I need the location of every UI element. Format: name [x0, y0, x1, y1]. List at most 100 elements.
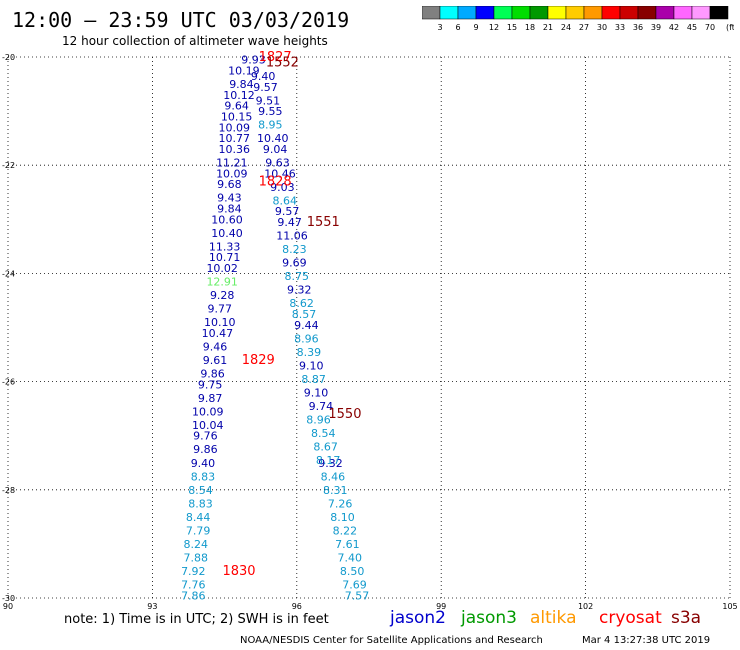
wave-height-point: 10.02 — [206, 262, 238, 275]
pass-time-label: 1552 — [266, 55, 299, 70]
wave-height-point: 8.46 — [321, 470, 346, 483]
wave-height-point: 9.84 — [229, 78, 254, 91]
wave-height-point: 8.54 — [311, 427, 336, 440]
legend-unit: (ft) — [726, 23, 734, 32]
legend-tick-label: 36 — [633, 23, 643, 32]
wave-height-point: 12.91 — [206, 276, 238, 289]
wave-height-point: 9.86 — [193, 443, 218, 456]
wave-height-point: 10.04 — [192, 419, 224, 432]
wave-height-point: 10.10 — [204, 316, 236, 329]
wave-height-point: 8.24 — [183, 538, 208, 551]
wave-height-point: 9.76 — [193, 430, 218, 443]
x-tick-label: 96 — [292, 602, 302, 610]
y-tick-label: -20 — [2, 53, 15, 62]
legend-tick-label: 70 — [705, 23, 715, 32]
wave-height-point: 9.69 — [282, 257, 307, 270]
wave-height-point: 10.09 — [192, 405, 224, 418]
wave-height-point: 9.40 — [251, 70, 276, 83]
legend-tick-label: 3 — [437, 23, 442, 32]
wave-height-point: 9.75 — [198, 378, 223, 391]
y-tick-label: -22 — [2, 161, 15, 170]
wave-height-point: 9.64 — [224, 100, 249, 113]
wave-height-point: 9.87 — [198, 392, 223, 405]
wave-height-point: 11.33 — [209, 240, 241, 253]
wave-height-point: 9.74 — [309, 400, 334, 413]
legend-tick-label: 33 — [615, 23, 625, 32]
legend-tick-label: 15 — [507, 23, 517, 32]
pass-time-label: 1551 — [307, 215, 340, 230]
wave-height-point: 7.61 — [335, 538, 360, 551]
pass-time-label: 1550 — [328, 407, 361, 422]
wave-height-point: 7.92 — [181, 565, 206, 578]
wave-height-point: 8.64 — [273, 194, 298, 207]
wave-height-point: 10.12 — [223, 89, 255, 102]
wave-height-point: 9.04 — [263, 143, 288, 156]
wave-height-point: 8.57 — [292, 308, 317, 321]
wave-height-point: 10.77 — [218, 132, 250, 145]
wave-height-point: 10.15 — [221, 111, 253, 124]
wave-height-point: 8.96 — [306, 413, 331, 426]
x-tick-label: 90 — [3, 602, 13, 610]
wave-height-point: 9.57 — [253, 81, 278, 94]
wave-height-point: 8.50 — [340, 565, 365, 578]
wave-height-point: 10.09 — [216, 167, 248, 180]
wave-height-point: 9.68 — [217, 178, 242, 191]
wave-height-point: 7.69 — [342, 578, 367, 591]
pass-time-label: 1830 — [222, 564, 255, 579]
wave-height-point: 7.86 — [181, 589, 206, 602]
wave-height-point: 8.54 — [188, 484, 213, 497]
wave-height-point: 10.71 — [209, 251, 241, 264]
wave-height-point: 8.10 — [330, 511, 355, 524]
wave-height-point: 9.93 — [241, 54, 266, 67]
wave-height-point: 10.47 — [202, 327, 234, 340]
legend-tick-label: 45 — [687, 23, 697, 32]
wave-height-point: 7.79 — [186, 524, 211, 537]
pass-time-label: 1828 — [259, 174, 292, 189]
wave-height-point: 7.76 — [181, 578, 206, 591]
wave-height-point: 9.44 — [294, 319, 319, 332]
legend-tick-label: 27 — [579, 23, 589, 32]
y-tick-label: -30 — [2, 594, 15, 603]
wave-height-point: 9.57 — [275, 205, 300, 218]
wave-height-point: 9.10 — [299, 359, 324, 372]
wave-height-point: 10.46 — [264, 167, 296, 180]
wave-height-point: 8.17 — [316, 454, 341, 467]
wave-height-point: 10.19 — [228, 65, 260, 78]
legend-jason3: jason3 — [461, 608, 517, 628]
wave-height-point: 9.63 — [265, 156, 290, 169]
wave-height-point: 10.40 — [211, 227, 243, 240]
wave-height-point: 8.87 — [301, 373, 326, 386]
wave-height-point: 8.62 — [289, 297, 314, 310]
wave-height-point: 7.88 — [183, 551, 208, 564]
wave-height-chart: 90 93 96 99 102 105-20-22-24-26-28-309.9310.1… — [2, 50, 738, 610]
wave-height-point: 9.55 — [258, 105, 283, 118]
credit-text: NOAA/NESDIS Center for Satellite Applica… — [240, 635, 543, 646]
wave-height-point: 10.09 — [218, 121, 250, 134]
generated-timestamp: Mar 4 13:27:38 UTC 2019 — [582, 635, 711, 646]
wave-height-point: 8.31 — [323, 484, 348, 497]
legend-jason2: jason2 — [390, 608, 446, 628]
wave-height-point: 10.60 — [211, 213, 243, 226]
wave-height-point: 10.40 — [257, 132, 289, 145]
footer-note: note: 1) Time is in UTC; 2) SWH is in fe… — [64, 612, 329, 627]
wave-height-point: 10.36 — [218, 143, 250, 156]
legend-tick-label: 6 — [455, 23, 460, 32]
wave-height-point: 9.03 — [270, 181, 295, 194]
y-tick-label: -28 — [2, 486, 15, 495]
wave-height-point: 8.39 — [297, 346, 322, 359]
legend-tick-label: 42 — [669, 23, 679, 32]
wave-height-point: 9.28 — [210, 289, 235, 302]
pass-time-label: 1829 — [242, 353, 275, 368]
wave-height-point: 8.23 — [282, 243, 307, 256]
wave-height-point: 9.77 — [208, 303, 233, 316]
y-tick-label: -24 — [2, 269, 15, 278]
wave-height-point: 8.22 — [333, 524, 358, 537]
legend-swatch — [709, 6, 729, 20]
wave-height-point: 9.84 — [217, 202, 242, 215]
wave-height-point: 8.83 — [188, 497, 213, 510]
chart-subtitle: 12 hour collection of altimeter wave hei… — [62, 34, 328, 48]
legend-cryosat: cryosat — [599, 608, 662, 628]
wave-height-point: 9.32 — [287, 284, 312, 297]
legend-altika: altika — [530, 608, 577, 628]
